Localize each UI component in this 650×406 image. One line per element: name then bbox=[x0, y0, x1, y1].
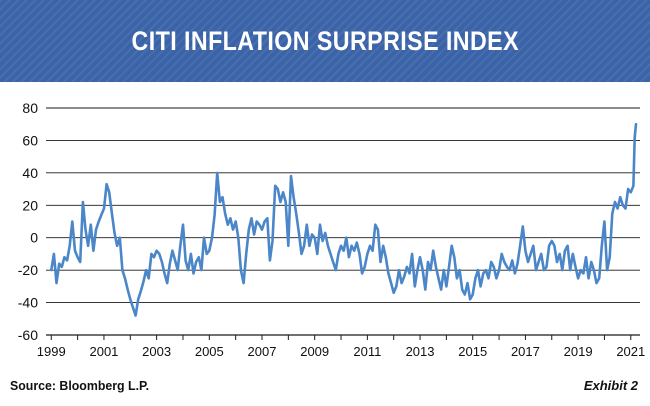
x-tick-label: 1999 bbox=[37, 344, 66, 359]
x-tick-label: 2011 bbox=[353, 344, 381, 359]
exhibit-label: Exhibit 2 bbox=[583, 378, 638, 393]
x-tick-label: 2017 bbox=[511, 344, 540, 359]
title-banner: CITI INFLATION SURPRISE INDEX bbox=[0, 0, 650, 82]
x-tick-label: 2005 bbox=[195, 344, 224, 359]
source-note: Source: Bloomberg L.P. bbox=[10, 378, 150, 393]
x-tick-label: 2009 bbox=[300, 344, 329, 359]
x-tick-label: 2019 bbox=[564, 344, 593, 359]
x-tick-label: 2003 bbox=[142, 344, 171, 359]
x-tick-label: 2021 bbox=[616, 344, 645, 359]
y-tick-label: -40 bbox=[18, 295, 38, 311]
y-tick-label: 60 bbox=[22, 132, 38, 148]
series-line bbox=[50, 122, 638, 317]
y-tick-label: 0 bbox=[30, 230, 38, 246]
y-tick-label: -20 bbox=[18, 262, 38, 278]
x-tick-label: 2007 bbox=[248, 344, 277, 359]
y-tick-label: 20 bbox=[22, 197, 38, 213]
x-tick-label: 2015 bbox=[458, 344, 487, 359]
y-tick-label: 80 bbox=[22, 100, 38, 116]
gridlines bbox=[46, 107, 640, 304]
y-tick-label: 40 bbox=[22, 165, 38, 181]
x-tick-label: 2001 bbox=[89, 344, 118, 359]
chart-title: CITI INFLATION SURPRISE INDEX bbox=[131, 25, 519, 56]
x-tick-label: 2013 bbox=[406, 344, 435, 359]
series-layer bbox=[50, 122, 638, 317]
y-tick-label: -60 bbox=[18, 327, 38, 343]
